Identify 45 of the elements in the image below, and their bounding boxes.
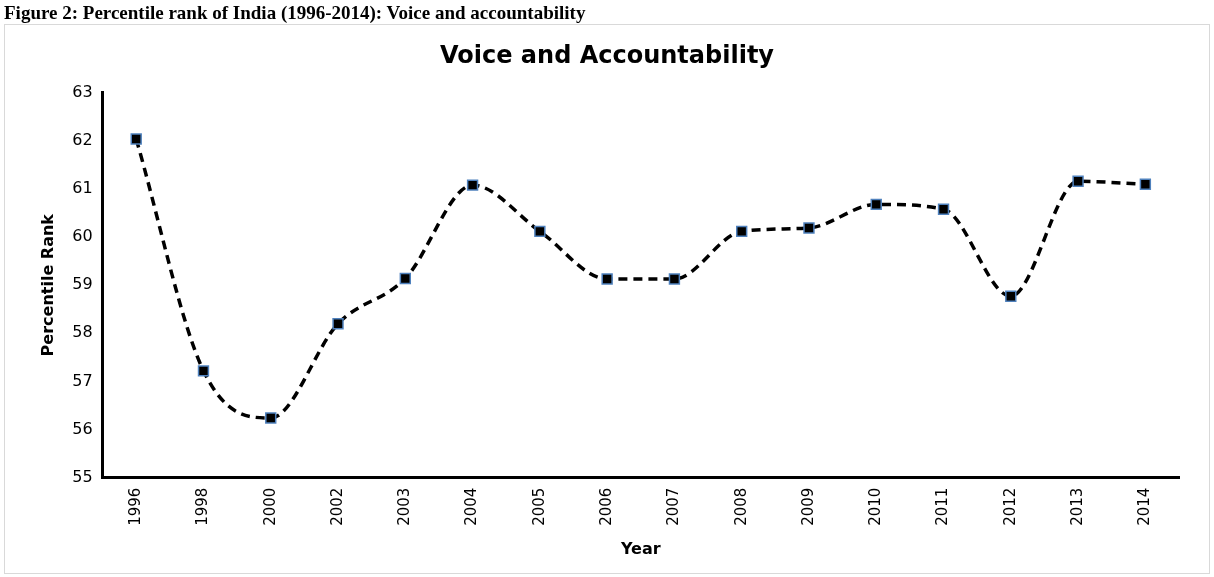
x-tick-label: 2010: [866, 487, 885, 526]
x-tick-label: 2005: [529, 487, 548, 526]
point: [1139, 178, 1152, 190]
y-tick-label: 62: [72, 130, 93, 150]
point: [668, 273, 681, 285]
point: [130, 133, 142, 145]
x-tick-label: 2002: [327, 487, 346, 526]
x-tick-label: 2004: [462, 487, 481, 526]
x-tick-label: 2007: [664, 487, 683, 526]
x-tick-label: 2003: [395, 487, 414, 526]
x-tick-label: 2006: [597, 487, 616, 526]
point: [736, 225, 748, 238]
point: [937, 203, 950, 215]
point: [265, 412, 277, 424]
y-tick-label: 58: [72, 322, 93, 342]
x-tick-label: 2008: [731, 487, 750, 526]
y-tick-label: 59: [72, 274, 93, 294]
x-tick-label: 2011: [933, 487, 952, 526]
x-tick-label: 1998: [193, 487, 212, 526]
y-tick-label: 61: [72, 178, 93, 198]
x-tick-label: 2009: [798, 487, 817, 526]
x-axis-title: Year: [619, 538, 661, 558]
point: [803, 222, 815, 234]
point: [466, 179, 479, 191]
x-tick-label: 2012: [1000, 487, 1019, 526]
x-tick-label: 2000: [260, 487, 279, 526]
point: [870, 198, 882, 211]
point: [197, 365, 210, 377]
y-tick-label: 55: [72, 466, 93, 486]
x-tick-label: 1996: [126, 487, 145, 526]
y-tick-label: 56: [72, 418, 93, 438]
y-tick-label: 63: [72, 81, 93, 101]
point: [1072, 175, 1084, 188]
caption: Figure 2: Percentile rank of India (1996-2014): Voice and accountability: [3, 1, 587, 24]
y-tick-label: 57: [72, 370, 93, 390]
x-tick-label: 2013: [1067, 487, 1086, 526]
point: [332, 318, 344, 330]
y-tick-label: 60: [72, 226, 93, 246]
chart-title: Voice and Accountability: [440, 40, 775, 69]
point: [399, 272, 412, 285]
point: [1005, 290, 1017, 302]
y-axis-title: Percentile Rank: [37, 213, 57, 357]
x-tick-label: 2014: [1135, 487, 1154, 526]
point: [601, 273, 613, 285]
point: [534, 225, 546, 238]
